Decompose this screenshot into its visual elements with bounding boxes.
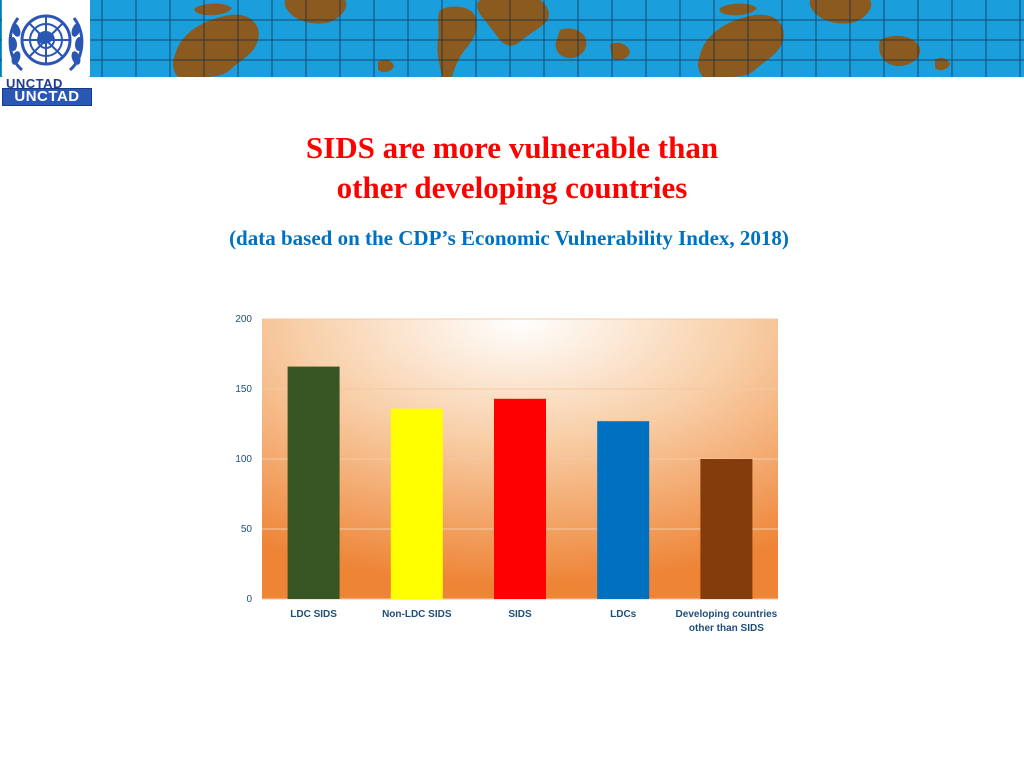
logo-text-upper: UNCTAD <box>6 76 63 91</box>
x-category-label-line: Non-LDC SIDS <box>382 609 452 620</box>
bar <box>390 408 443 599</box>
world-map-banner <box>0 0 1024 77</box>
logo-text-lower: UNCTAD <box>14 88 80 105</box>
y-tick-label: 50 <box>241 524 253 535</box>
x-category-label-line: Developing countries <box>676 609 778 620</box>
x-category-label: SIDS <box>508 609 532 620</box>
world-map-image <box>0 0 1024 77</box>
y-tick-label: 200 <box>235 314 252 325</box>
title-line-2: other developing countries <box>336 170 688 205</box>
x-category-label-line: LDC SIDS <box>290 609 337 620</box>
unctad-logo: UNCTAD UNCTAD <box>0 0 96 110</box>
x-category-label: LDC SIDS <box>290 609 337 620</box>
title-line-1: SIDS are more vulnerable than <box>305 130 719 165</box>
bar <box>597 421 650 599</box>
x-category-label-line: SIDS <box>508 609 532 620</box>
y-axis-ticks: 0 50 100 150 200 <box>235 314 252 605</box>
bar-chart: 0 50 100 150 200 LDC SIDS Non-LDC SIDS SIDS LDC… <box>200 300 820 660</box>
bar <box>287 366 340 599</box>
x-category-label-line: LDCs <box>610 609 637 620</box>
x-category-label: LDCs <box>610 609 637 620</box>
x-category-label: Non-LDC SIDS <box>382 609 452 620</box>
y-tick-label: 0 <box>246 594 252 605</box>
x-category-label: Developing countries other than SIDS <box>676 609 778 634</box>
y-tick-label: 100 <box>235 454 252 465</box>
slide-title: SIDS are more vulnerable than other deve… <box>0 128 1024 208</box>
un-emblem-icon <box>2 0 90 82</box>
bar <box>700 459 753 599</box>
bar <box>494 398 546 599</box>
logo-label-box: UNCTAD <box>2 88 92 106</box>
slide-subtitle: (data based on the CDP’s Economic Vulner… <box>229 226 789 250</box>
y-tick-label: 150 <box>235 384 252 395</box>
x-category-label-line: other than SIDS <box>689 623 764 634</box>
bars <box>287 366 753 599</box>
x-axis-categories: LDC SIDS Non-LDC SIDS SIDS LDCs Developing c… <box>290 609 777 634</box>
